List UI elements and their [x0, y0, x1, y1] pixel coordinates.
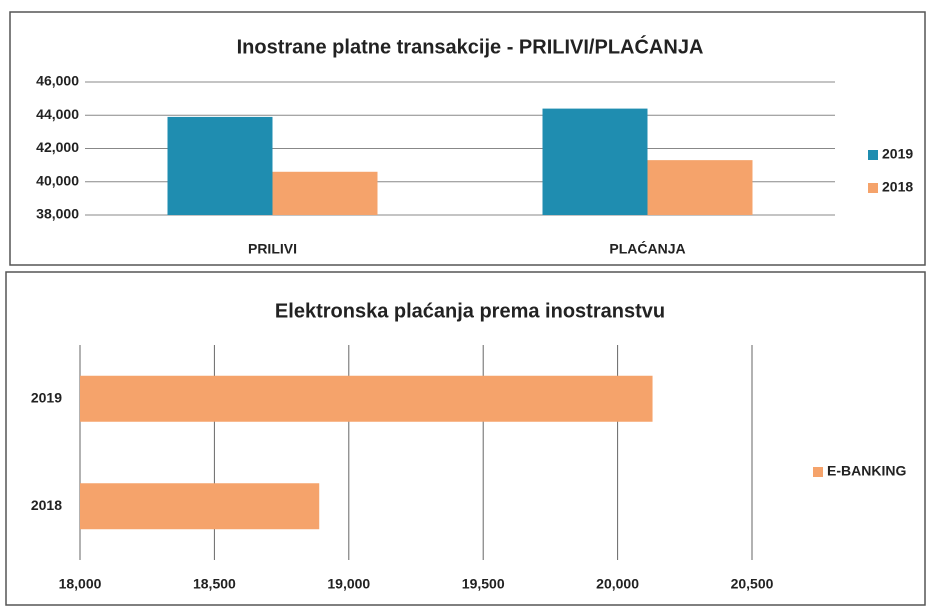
y-tick-label: 40,000 — [36, 172, 79, 188]
x-tick-label: PLAĆANJA — [609, 240, 685, 257]
bar — [542, 108, 648, 215]
legend-label: 2019 — [882, 146, 913, 162]
x-tick-label: 20,000 — [596, 576, 639, 592]
x-tick-label: PRILIVI — [248, 241, 297, 257]
legend-swatch — [813, 467, 823, 477]
y-tick-label: 2018 — [31, 497, 62, 513]
y-tick-label: 46,000 — [36, 73, 79, 89]
legend-label: E-BANKING — [827, 463, 906, 479]
bar — [272, 171, 378, 215]
bar — [80, 375, 653, 422]
x-tick-label: 19,000 — [327, 576, 370, 592]
x-tick-label: 18,500 — [193, 576, 236, 592]
y-tick-label: 2019 — [31, 389, 62, 405]
chart-title: Elektronska plaćanja prema inostranstvu — [275, 300, 665, 322]
chart-frame — [9, 11, 926, 266]
legend-swatch — [868, 150, 878, 160]
chart-title: Inostrane platne transakcije - PRILIVI/P… — [237, 34, 704, 58]
x-tick-label: 19,500 — [462, 576, 505, 592]
y-tick-label: 42,000 — [36, 139, 79, 155]
bar — [647, 160, 753, 215]
chart-frame — [5, 271, 926, 606]
bar — [80, 483, 320, 530]
bar — [167, 116, 273, 215]
x-tick-label: 20,500 — [731, 576, 774, 592]
y-tick-label: 44,000 — [36, 106, 79, 122]
y-tick-label: 38,000 — [36, 206, 79, 222]
legend-swatch — [868, 183, 878, 193]
legend-label: 2018 — [882, 179, 913, 195]
x-tick-label: 18,000 — [59, 576, 102, 592]
